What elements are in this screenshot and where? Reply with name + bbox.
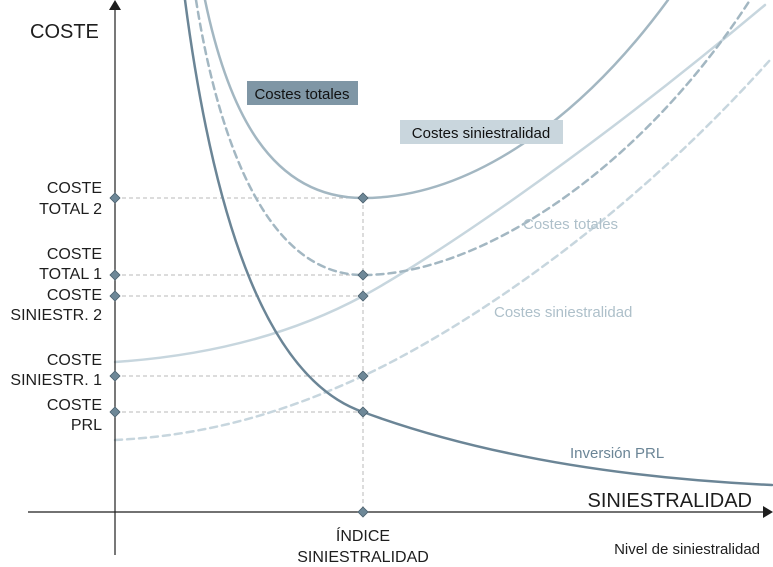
diamond-marker-icon [109, 192, 121, 204]
costes-totales-plain-label: Costes totales [523, 216, 618, 233]
diamond-marker-icon [109, 370, 121, 382]
costes-siniestralidad-label-box [400, 120, 563, 144]
diamond-marker-icon [357, 370, 369, 382]
y-labels: COSTE TOTAL 2 COSTE TOTAL 1 COSTE SINIES… [10, 180, 102, 434]
markers [109, 192, 369, 518]
y-label-coste-total-2-line2: TOTAL 2 [39, 201, 102, 218]
x-axis-note: Nivel de siniestralidad [614, 541, 760, 558]
x-axis-title: SINIESTRALIDAD [588, 490, 752, 512]
y-label-coste-siniestr-1-line1: COSTE [47, 352, 102, 369]
x-label-indice-line2: SINIESTRALIDAD [297, 549, 429, 566]
y-label-coste-prl-line2: PRL [71, 417, 102, 434]
diamond-marker-icon [109, 269, 121, 281]
diamond-marker-icon [357, 290, 369, 302]
costes-totales-boxed-label: Costes totales [254, 86, 349, 103]
guide-lines [115, 197, 364, 512]
axes [28, 0, 773, 555]
x-label-indice-line1: ÍNDICE [336, 526, 390, 545]
costes-siniestralidad-boxed-label: Costes siniestralidad [412, 125, 550, 142]
y-label-coste-prl-line1: COSTE [47, 397, 102, 414]
costes-totales-label-box [247, 81, 358, 105]
diamond-marker-icon [357, 269, 369, 281]
y-label-coste-total-1-line2: TOTAL 1 [39, 266, 102, 283]
diamond-marker-icon [357, 192, 369, 204]
y-label-coste-total-1-line1: COSTE [47, 246, 102, 263]
costes-siniestralidad-plain-label: Costes siniestralidad [494, 304, 632, 321]
y-label-coste-total-2-line1: COSTE [47, 180, 102, 197]
inversion-prl-label: Inversión PRL [570, 445, 664, 462]
diamond-marker-icon [109, 406, 121, 418]
costes-siniestralidad-dashed-curve [113, 58, 772, 442]
arrow-right-icon [763, 506, 773, 518]
y-label-coste-siniestr-1-line2: SINIESTR. 1 [10, 372, 102, 389]
costes-siniestralidad-solid-curve [113, 3, 767, 364]
costes-totales-dashed-curve [194, 0, 752, 277]
diamond-marker-icon [357, 406, 369, 418]
y-label-coste-siniestr-2-line1: COSTE [47, 287, 102, 304]
y-axis-title: COSTE [30, 21, 99, 43]
arrow-up-icon [109, 0, 121, 10]
diamond-marker-icon [357, 506, 369, 518]
y-label-coste-siniestr-2-line2: SINIESTR. 2 [10, 307, 102, 324]
diamond-marker-icon [109, 290, 121, 302]
